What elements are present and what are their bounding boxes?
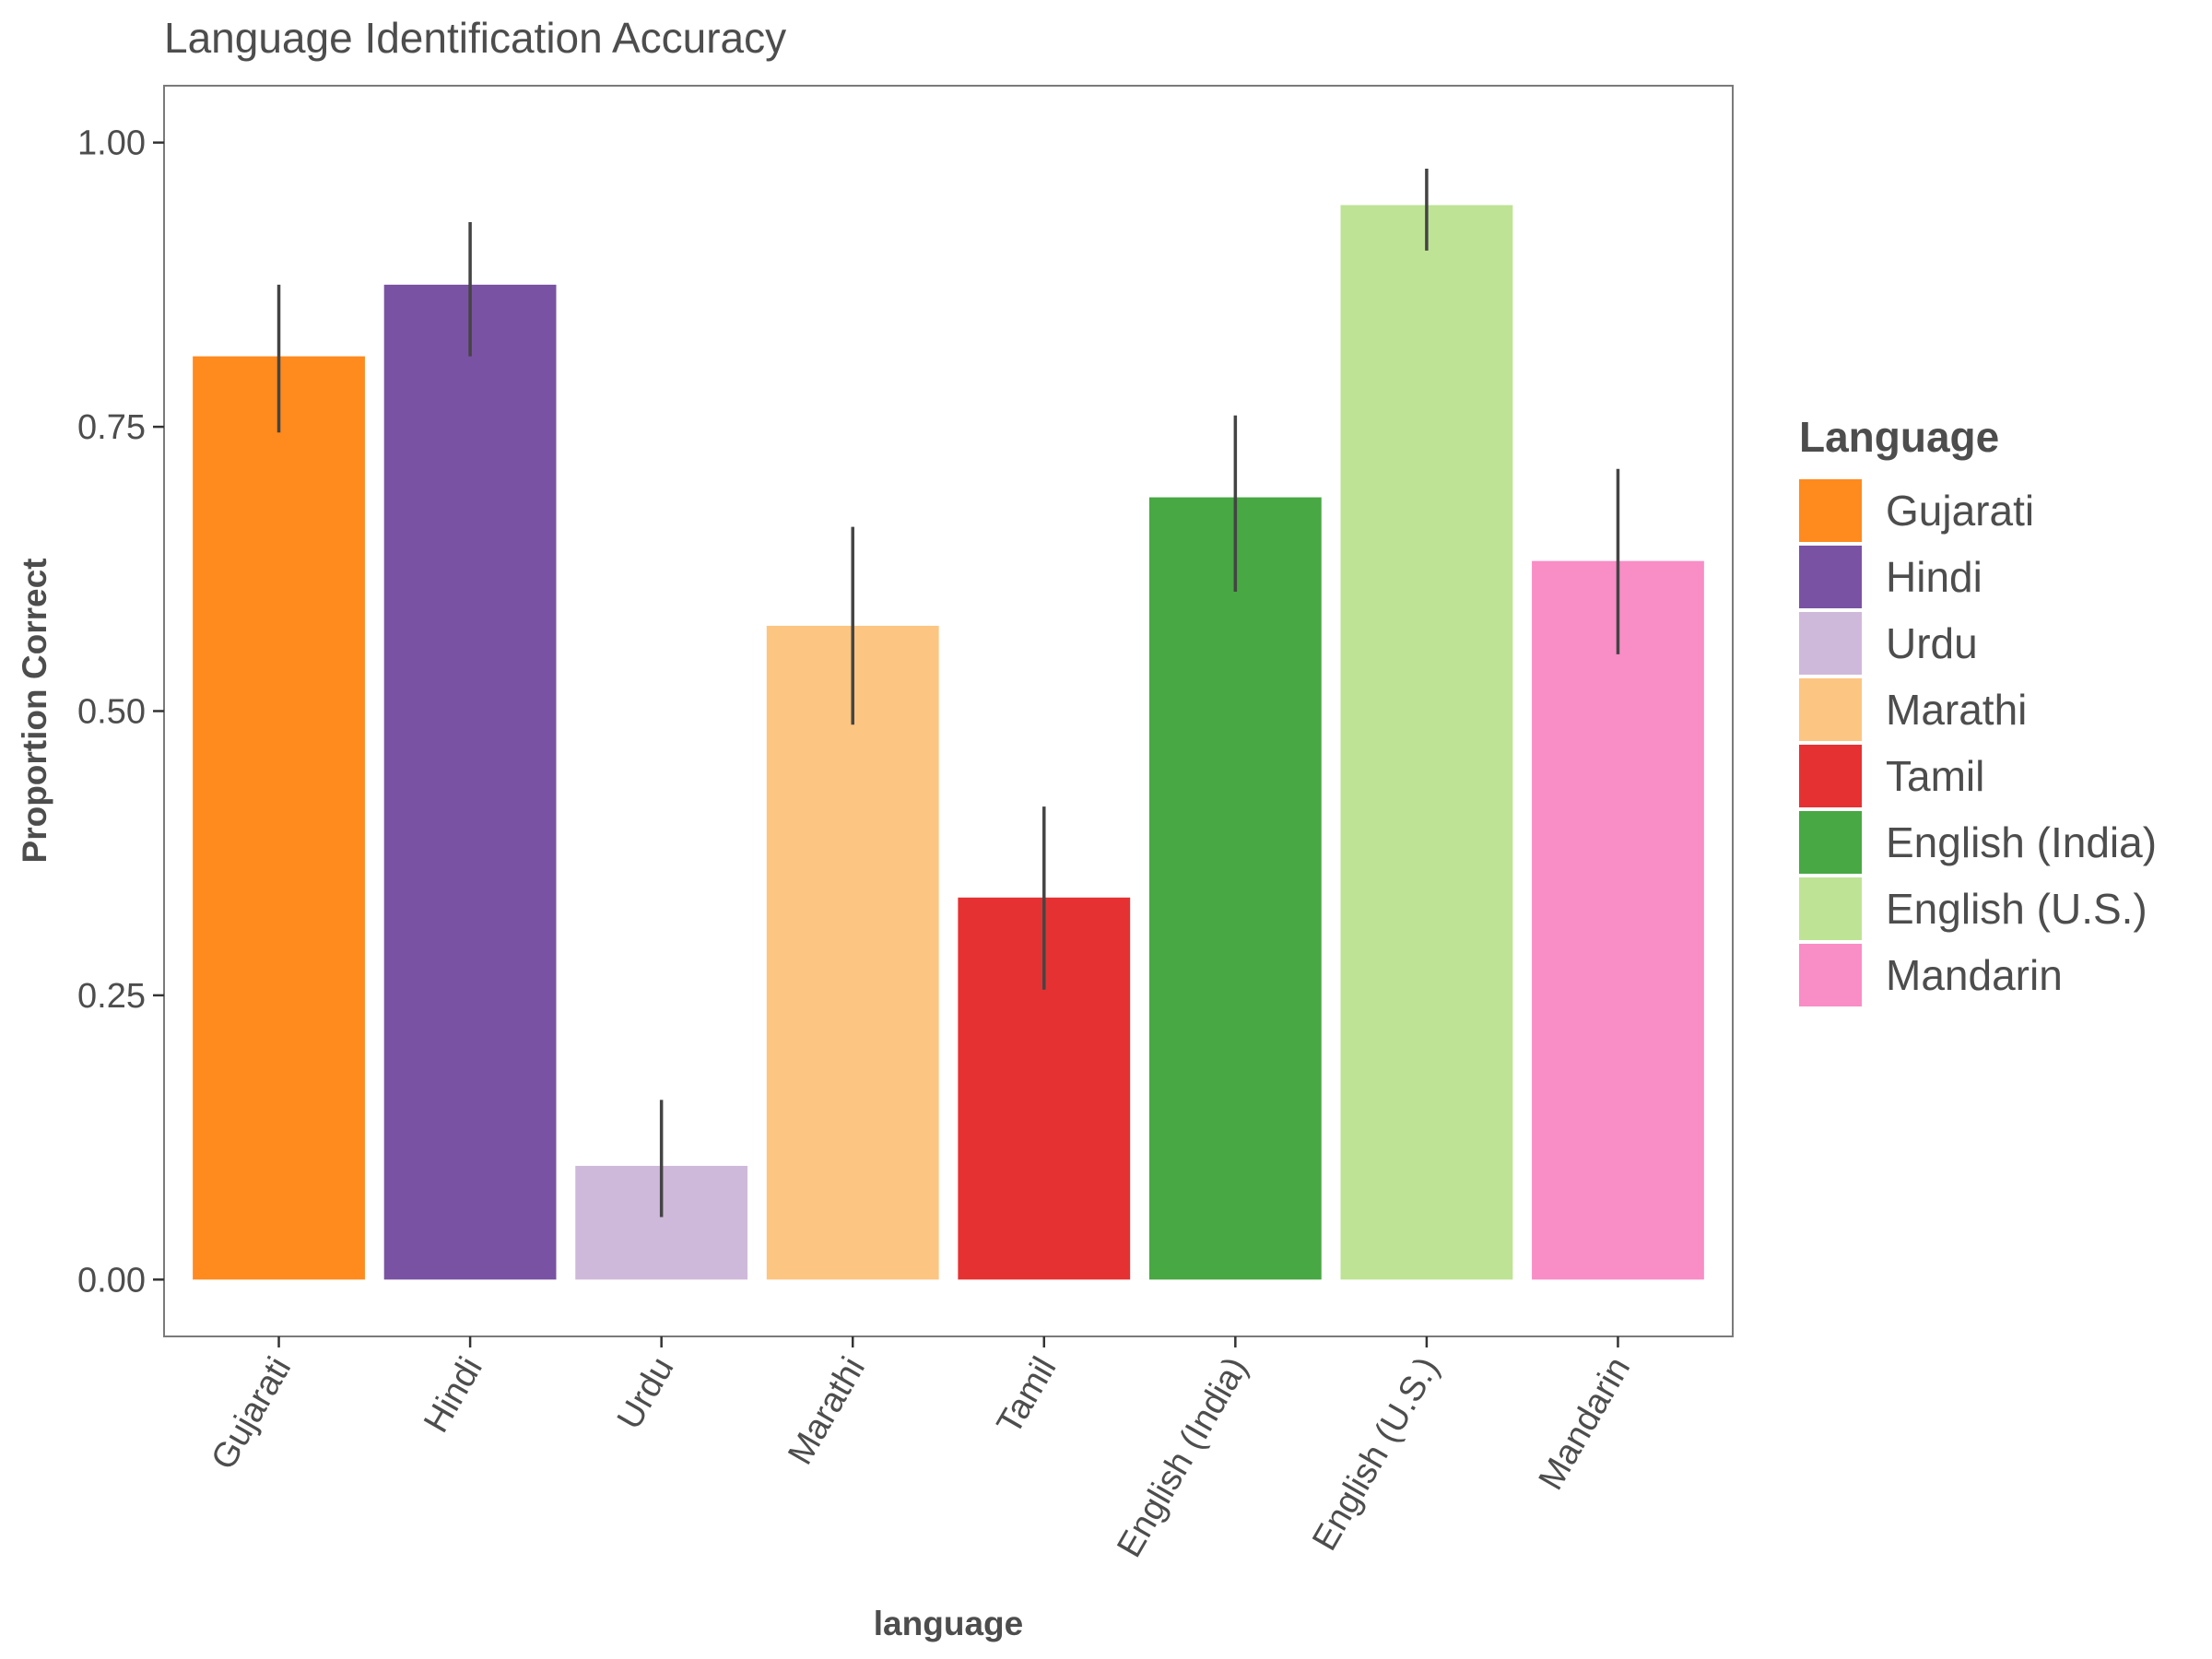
chart-title: Language Identification Accuracy (164, 14, 786, 62)
bar-english-u-s (1340, 205, 1513, 1280)
legend-label-english-u-s: English (U.S.) (1886, 885, 2147, 933)
legend-key-gujarati (1799, 479, 1862, 542)
x-tick-label-english-u-s: English (U.S.) (1305, 1351, 1447, 1558)
legend-label-mandarin: Mandarin (1886, 951, 2063, 999)
legend-key-mandarin (1799, 944, 1862, 1006)
legend-label-marathi: Marathi (1886, 686, 2027, 734)
x-axis-title: language (874, 1605, 1023, 1642)
legend-key-hindi (1799, 546, 1862, 608)
legend-title: Language (1799, 413, 1999, 461)
y-tick-label: 0.50 (77, 693, 146, 732)
x-tick-label-marathi: Marathi (781, 1351, 873, 1472)
x-tick-label-urdu: Urdu (610, 1351, 682, 1436)
bar-hindi (383, 284, 557, 1280)
x-tick-label-gujarati: Gujarati (204, 1351, 299, 1477)
legend-label-english-india: English (India) (1886, 818, 2157, 866)
bar-mandarin (1532, 560, 1704, 1280)
legend-key-urdu (1799, 612, 1862, 675)
legend-key-marathi (1799, 678, 1862, 741)
x-axis: Gujarati Hindi Urdu Marathi Tamil English (In… (204, 1336, 1638, 1564)
legend: Language Gujarati Hindi Urdu Marathi Tamil En… (1799, 413, 2157, 1006)
bar-gujarati (193, 356, 365, 1280)
y-tick-label: 0.75 (77, 408, 146, 447)
bar-marathi (766, 625, 939, 1280)
legend-label-gujarati: Gujarati (1886, 487, 2034, 535)
y-axis: 0.00 0.25 0.50 0.75 1.00 (77, 124, 164, 1300)
y-tick-label: 0.25 (77, 977, 146, 1016)
y-tick-label: 0.00 (77, 1261, 146, 1300)
legend-label-urdu: Urdu (1886, 619, 1978, 667)
errorbars-layer (276, 169, 1620, 1218)
x-tick-label-english-india: English (India) (1110, 1351, 1255, 1564)
legend-key-english-u-s (1799, 877, 1862, 940)
x-tick-label-mandarin: Mandarin (1532, 1351, 1639, 1497)
x-tick-label-hindi: Hindi (417, 1351, 490, 1440)
y-tick-label: 1.00 (77, 124, 146, 163)
y-axis-title: Proportion Correct (16, 559, 53, 864)
legend-label-tamil: Tamil (1886, 752, 1984, 800)
legend-key-tamil (1799, 745, 1862, 807)
bar-english-india (1148, 497, 1322, 1280)
x-tick-label-tamil: Tamil (990, 1351, 1065, 1441)
legend-key-english-india (1799, 811, 1862, 874)
legend-label-hindi: Hindi (1886, 553, 1983, 601)
